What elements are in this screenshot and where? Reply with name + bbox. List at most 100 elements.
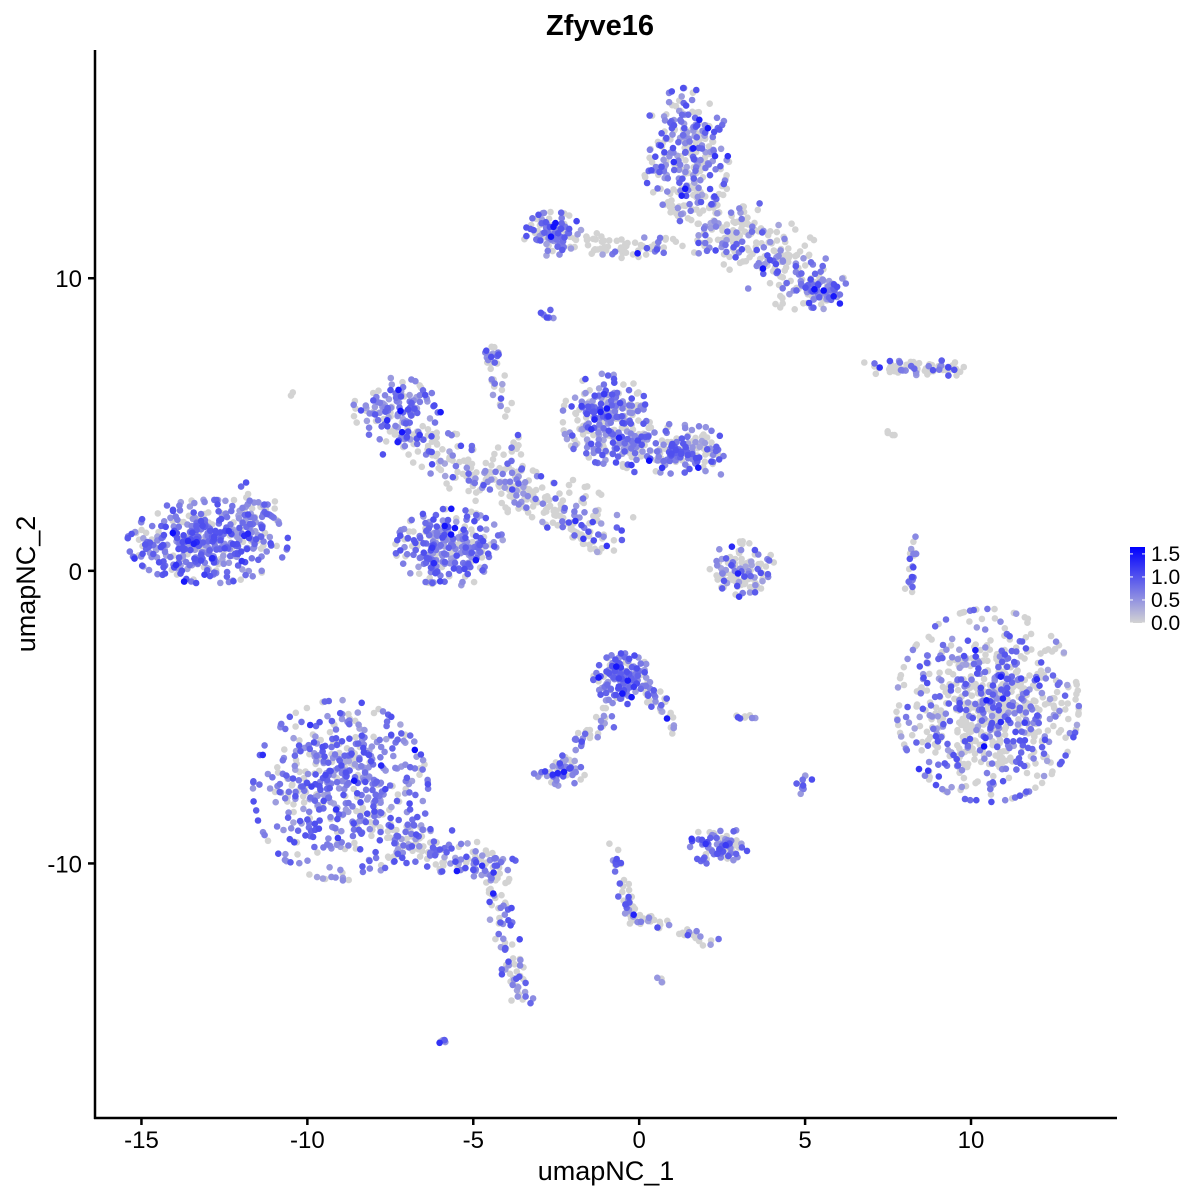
cell-point (945, 364, 952, 371)
cell-point (956, 664, 963, 672)
cell-point (679, 84, 687, 92)
cell-point (416, 843, 423, 850)
cell-point (261, 742, 268, 749)
cell-point (1013, 681, 1021, 689)
cell-point (658, 464, 666, 472)
cell-point (910, 564, 917, 571)
cell-point (229, 502, 236, 510)
cell-point (932, 733, 940, 740)
cell-point (802, 284, 809, 292)
cell-point (943, 646, 950, 653)
cell-point (631, 468, 638, 476)
cell-point (945, 700, 953, 707)
cell-point (538, 484, 546, 491)
cell-point (953, 755, 960, 763)
cell-point (371, 411, 379, 418)
cell-point (912, 533, 919, 540)
cell-point (249, 785, 257, 792)
cell-point (303, 779, 311, 787)
cell-point (290, 734, 297, 742)
cell-point (926, 670, 933, 678)
colorbar-label: 0.5 (1151, 589, 1180, 612)
cell-point (541, 768, 549, 775)
cell-point (498, 966, 506, 973)
cell-point (699, 942, 707, 949)
cell-point (362, 818, 370, 826)
cell-point (660, 249, 667, 257)
cell-point (342, 806, 350, 813)
cell-point (372, 791, 380, 798)
cell-point (682, 461, 689, 468)
cell-point (757, 560, 765, 568)
cell-point (801, 262, 809, 269)
cell-point (1018, 728, 1025, 735)
cell-point (613, 445, 620, 452)
cell-point (587, 440, 595, 448)
cell-point (569, 432, 576, 439)
cell-point (1036, 682, 1043, 689)
cell-point (958, 783, 966, 791)
cell-point (889, 431, 896, 439)
cell-point (558, 214, 565, 222)
cell-point (577, 776, 584, 783)
cell-point (407, 570, 414, 577)
cell-point (490, 521, 498, 528)
cell-point (486, 486, 494, 493)
cell-point (501, 911, 509, 918)
cell-point (387, 374, 395, 382)
cell-point (355, 826, 363, 834)
cell-point (1061, 692, 1069, 699)
cell-point (995, 702, 1003, 709)
cell-point (606, 840, 613, 847)
cell-point (700, 431, 707, 438)
cell-point (530, 770, 538, 777)
cell-point (806, 234, 814, 241)
cell-point (186, 561, 193, 569)
cell-point (406, 800, 413, 807)
cell-point (528, 488, 535, 496)
cell-point (340, 791, 347, 799)
cell-point (504, 406, 511, 414)
cell-point (311, 797, 319, 804)
cell-point (463, 859, 470, 866)
cell-point (413, 440, 421, 448)
cell-point (797, 280, 805, 288)
cell-point (513, 445, 520, 453)
cell-point (559, 407, 567, 414)
cell-point (362, 778, 369, 786)
cell-point (584, 403, 592, 411)
cell-point (261, 501, 268, 508)
cell-point (468, 526, 475, 533)
cell-point (411, 746, 419, 754)
cell-point (766, 279, 774, 287)
cell-point (1054, 681, 1062, 689)
cell-point (719, 570, 726, 577)
cell-point (948, 635, 956, 643)
cell-point (488, 462, 495, 469)
cell-point (686, 465, 693, 473)
cell-point (234, 562, 242, 569)
cell-point (500, 451, 507, 459)
cell-point (462, 544, 470, 551)
cell-point (1052, 638, 1060, 645)
cell-point (643, 244, 651, 252)
cell-point (1022, 634, 1030, 641)
cell-point (923, 679, 931, 687)
cell-point (625, 386, 633, 394)
cell-point (924, 742, 932, 749)
cell-point (498, 386, 506, 394)
cell-point (492, 468, 499, 476)
cell-point (169, 529, 177, 537)
cell-point (412, 831, 420, 838)
cell-point (172, 513, 179, 520)
cell-point (505, 917, 512, 924)
cell-point (456, 567, 463, 574)
cell-point (448, 827, 456, 834)
cell-point (753, 246, 760, 254)
cell-point (465, 560, 472, 568)
cell-point (662, 427, 669, 435)
cell-point (905, 578, 912, 585)
cell-point (932, 749, 939, 756)
cell-point (599, 251, 606, 258)
cell-point (479, 537, 487, 545)
